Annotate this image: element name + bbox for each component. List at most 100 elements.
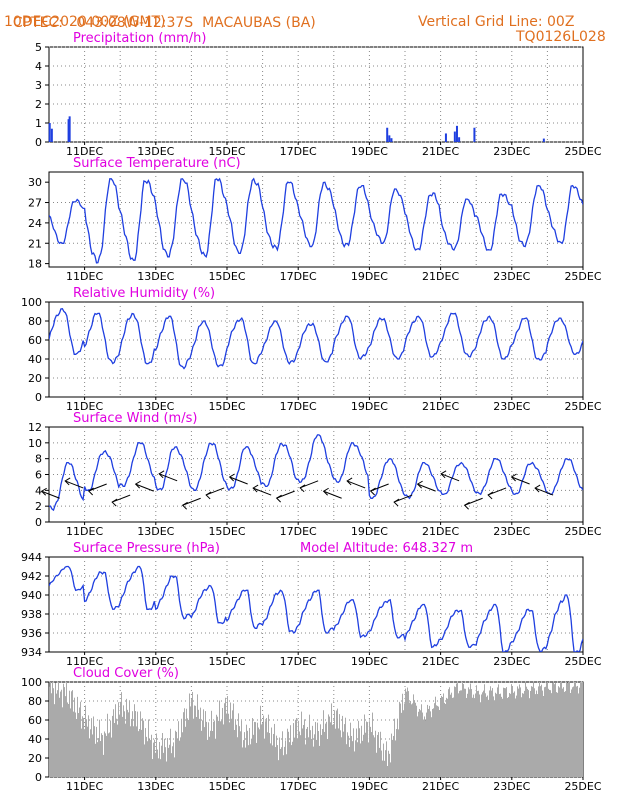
cloud-bar — [517, 686, 518, 777]
x-tick-label: 25DEC — [564, 525, 601, 538]
y-tick-label: 2 — [35, 500, 42, 513]
cloud-bar — [179, 740, 180, 777]
x-tick-label: 11DEC — [66, 780, 103, 793]
cloud-bar — [405, 688, 406, 777]
y-tick-label: 24 — [28, 217, 42, 230]
cloud-bar — [120, 701, 121, 777]
cloud-bar — [370, 726, 371, 777]
cloud-bar — [576, 686, 577, 777]
cloud-bar — [129, 700, 130, 777]
cloud-bar — [342, 715, 343, 777]
x-tick-label: 13DEC — [137, 270, 174, 283]
cloud-bar — [488, 699, 489, 777]
cloud-bar — [571, 689, 572, 777]
cloud-bar — [102, 735, 103, 777]
cloud-bar — [273, 733, 274, 777]
cloud-bar — [382, 760, 383, 777]
cloud-bar — [197, 694, 198, 777]
cloud-bar — [522, 693, 523, 777]
cloud-bar — [91, 718, 92, 777]
cloud-bar — [49, 686, 50, 777]
cloud-bar — [212, 731, 213, 777]
cloud-bar — [295, 719, 296, 777]
series-line — [49, 307, 583, 370]
cloud-bar — [167, 738, 168, 777]
cloud-bar — [297, 738, 298, 777]
cloud-bar — [401, 712, 402, 777]
cloud-bar — [103, 754, 104, 777]
cloud-bar — [168, 747, 169, 777]
wind-arrow-head — [510, 473, 517, 482]
cloud-bar — [501, 696, 502, 777]
cloud-bar — [505, 688, 506, 777]
cloud-bar — [313, 746, 314, 777]
cloud-bar — [495, 692, 496, 777]
cloud-bar — [348, 735, 349, 777]
cloud-bar — [523, 693, 524, 777]
y-tick-label: 0 — [35, 391, 42, 404]
cloud-bar — [421, 704, 422, 777]
precip-bar — [68, 116, 71, 142]
cloud-bar — [516, 695, 517, 777]
y-tick-label: 80 — [28, 695, 42, 708]
cloud-bar — [431, 717, 432, 777]
cloud-bar — [80, 701, 81, 777]
y-tick-label: 40 — [28, 733, 42, 746]
cloud-bar — [492, 688, 493, 777]
wind-arrow — [229, 476, 248, 485]
cloud-bar — [546, 683, 547, 777]
precip-bar — [444, 133, 447, 142]
cloud-bar — [75, 712, 76, 777]
cloud-bar — [299, 731, 300, 777]
cloud-bar — [183, 712, 184, 777]
cloud-bar — [51, 693, 52, 777]
cloud-bar — [459, 690, 460, 777]
cloud-bar — [519, 684, 520, 777]
cloud-bar — [209, 736, 210, 777]
precip-bar — [455, 125, 458, 142]
cloud-bar — [143, 720, 144, 777]
wind-arrow — [205, 487, 225, 496]
cloud-bar — [490, 686, 491, 777]
cloud-bar — [351, 735, 352, 777]
x-tick-label: 19DEC — [351, 145, 388, 158]
y-tick-label: 6 — [35, 469, 42, 482]
x-tick-label: 23DEC — [493, 780, 530, 793]
cloud-bar — [219, 700, 220, 777]
cloud-bar — [378, 732, 379, 777]
cloud-bar — [447, 698, 448, 777]
cloud-bar — [353, 728, 354, 777]
cloud-bar — [485, 693, 486, 777]
cloud-bar — [473, 694, 474, 777]
cloud-bar — [475, 693, 476, 777]
cloud-bar — [513, 692, 514, 777]
cloud-bar — [560, 682, 561, 777]
cloud-bar — [240, 731, 241, 777]
cloud-bar — [55, 682, 56, 777]
cloud-bar — [52, 682, 53, 777]
cloud-bar — [93, 716, 94, 777]
cloud-bar — [325, 723, 326, 777]
cloud-bar — [339, 714, 340, 777]
cloud-bar — [460, 690, 461, 777]
cloud-bar — [266, 718, 267, 777]
cloud-bar — [452, 697, 453, 777]
cloud-bar — [164, 738, 165, 777]
cloud-bar — [85, 705, 86, 777]
cloud-bar — [515, 698, 516, 777]
cloud-bar — [217, 716, 218, 777]
cloud-bar — [514, 691, 515, 777]
cloud-bar — [223, 724, 224, 777]
cloud-bar — [552, 682, 553, 777]
cloud-bar — [303, 725, 304, 777]
cloud-bar — [417, 716, 418, 777]
cloud-bar — [346, 744, 347, 777]
cloud-bar — [531, 686, 532, 777]
x-tick-label: 13DEC — [137, 400, 174, 413]
wind-arrow — [64, 480, 84, 489]
cloud-bar — [215, 738, 216, 777]
cloud-bar — [54, 704, 55, 777]
cloud-bar — [208, 722, 209, 777]
cloud-bar — [543, 696, 544, 777]
y-tick-label: 100 — [21, 676, 42, 689]
